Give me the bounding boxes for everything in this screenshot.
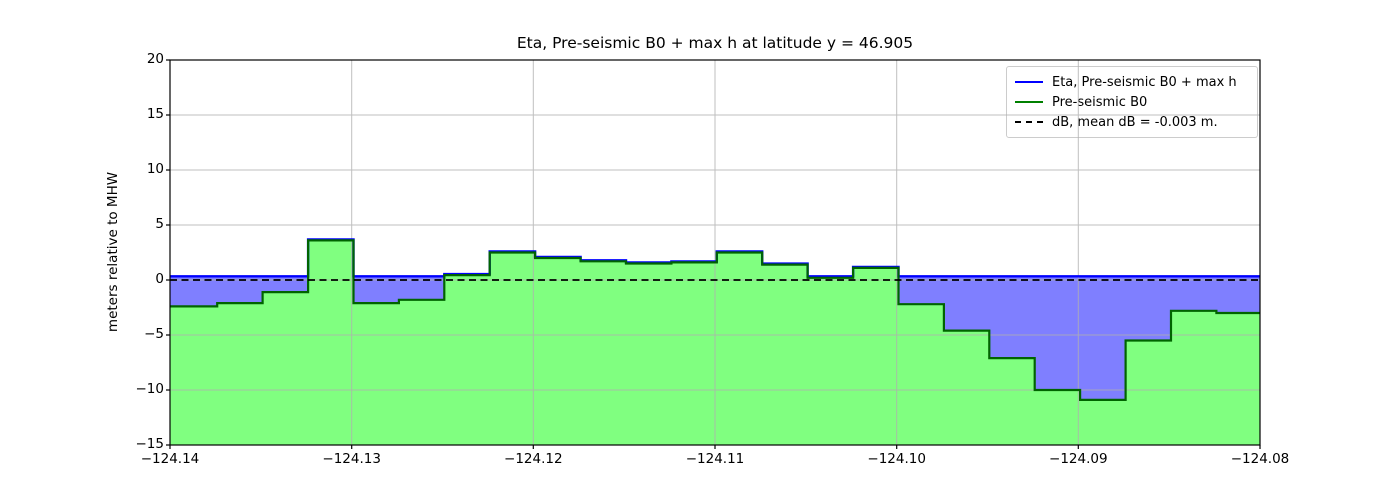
x-tick-label: −124.09	[1049, 451, 1108, 467]
b0-line	[170, 239, 1260, 401]
x-tick-label: −124.11	[685, 451, 745, 467]
legend-item-b0: Pre-seismic B0	[1015, 92, 1249, 112]
y-tick-label: 5	[155, 216, 164, 232]
x-tick-label: −124.12	[504, 451, 563, 467]
legend-label-b0: Pre-seismic B0	[1052, 94, 1148, 110]
y-tick-label: 0	[155, 271, 164, 287]
legend: Eta, Pre-seismic B0 + max h Pre-seismic …	[1006, 66, 1258, 138]
x-tick-label: −124.10	[867, 451, 926, 467]
legend-item-db: dB, mean dB = -0.003 m.	[1015, 112, 1249, 132]
eta-line-sample-icon	[1015, 81, 1043, 83]
db-line-sample-icon	[1015, 121, 1043, 123]
legend-label-db: dB, mean dB = -0.003 m.	[1052, 114, 1218, 130]
legend-label-eta: Eta, Pre-seismic B0 + max h	[1052, 74, 1237, 90]
water-fill-area	[170, 277, 1260, 400]
y-tick-label: −15	[135, 436, 165, 452]
b0-line-sample-icon	[1015, 101, 1043, 103]
y-tick-label: 10	[146, 161, 164, 177]
y-tick-label: 20	[146, 51, 164, 67]
x-tick-label: −124.13	[322, 451, 381, 467]
y-tick-label: 15	[146, 106, 164, 122]
x-tick-label: −124.14	[140, 451, 200, 467]
tick-marks	[166, 59, 1261, 449]
y-tick-label: −10	[135, 381, 165, 397]
x-tick-label: −124.08	[1230, 451, 1290, 467]
y-tick-label: −5	[144, 326, 164, 342]
chart-title: Eta, Pre-seismic B0 + max h at latitude …	[516, 34, 914, 52]
legend-item-eta: Eta, Pre-seismic B0 + max h	[1015, 72, 1249, 92]
